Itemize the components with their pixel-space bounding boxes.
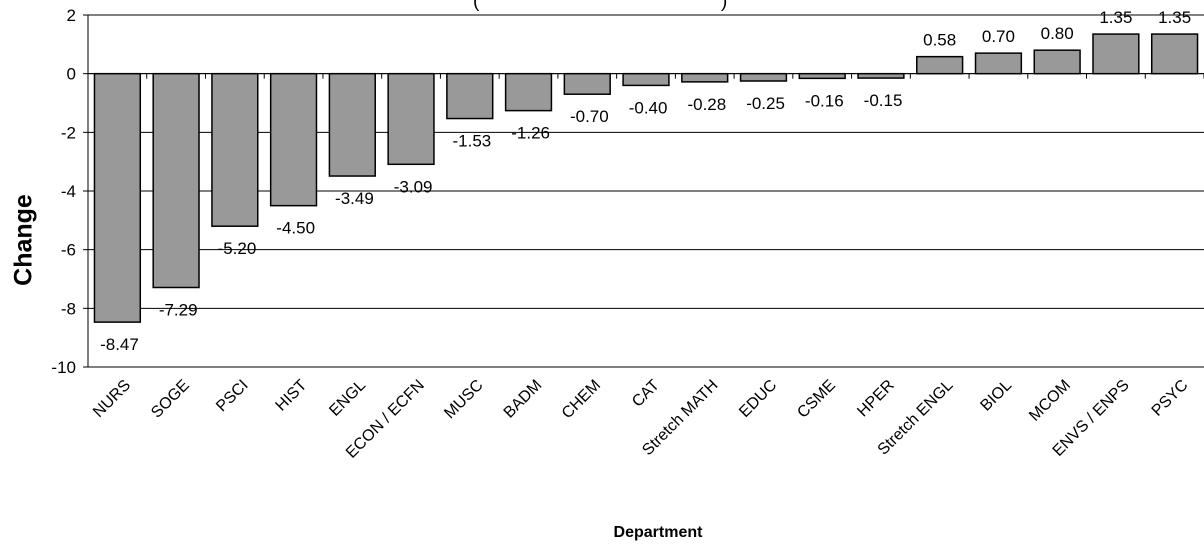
y-tick-label: 2	[67, 6, 76, 25]
y-tick-label: -6	[61, 241, 76, 260]
bar	[152, 72, 200, 289]
data-label: -1.26	[511, 124, 550, 143]
bar	[563, 72, 611, 95]
x-tick-label: MCOM	[1026, 377, 1074, 425]
bar	[622, 72, 670, 87]
x-tick-label: MUSC	[441, 377, 486, 422]
data-label: -0.28	[687, 95, 726, 114]
bar	[739, 72, 788, 82]
x-tick-label: NURS	[90, 377, 134, 421]
bar	[1033, 49, 1081, 75]
bar	[857, 72, 905, 79]
x-tick-label: CAT	[629, 377, 663, 411]
data-label: -7.29	[159, 301, 198, 320]
x-tick-label: PSCI	[213, 377, 251, 415]
data-label: 0.70	[982, 27, 1015, 46]
data-label: 0.58	[923, 31, 956, 50]
bar	[387, 72, 435, 166]
data-label: -0.15	[864, 91, 903, 110]
x-tick-label: CHEM	[559, 377, 604, 422]
x-axis-label: Department	[613, 524, 703, 541]
data-label: -0.16	[805, 91, 844, 110]
x-tick-label: HIST	[273, 377, 311, 415]
x-tick-label: HPER	[854, 377, 897, 420]
data-label: 1.35	[1158, 8, 1191, 27]
data-label: -8.47	[100, 335, 139, 354]
x-tick-label: BIOL	[977, 377, 1015, 415]
data-label: -3.49	[335, 189, 374, 208]
y-tick-label: -4	[61, 182, 76, 201]
data-label: -4.50	[276, 219, 315, 238]
x-tick-label: EDUC	[736, 377, 780, 421]
x-tick-label: CSME	[794, 377, 839, 422]
data-label: -1.53	[453, 132, 492, 151]
bar	[269, 72, 318, 207]
x-tick-label: ENGL	[326, 377, 369, 420]
bar	[504, 72, 553, 112]
data-label: 0.80	[1041, 24, 1074, 43]
bar	[211, 72, 259, 227]
bar	[328, 72, 376, 177]
chart-title-close: )	[721, 0, 728, 12]
bar	[681, 72, 729, 83]
x-tick-label: PSYC	[1149, 377, 1192, 420]
bar	[1150, 33, 1199, 75]
x-tick-label: BADM	[501, 377, 546, 422]
bar	[93, 72, 142, 323]
bar	[916, 55, 964, 75]
bar	[974, 52, 1023, 75]
y-tick-label: -10	[51, 358, 76, 377]
data-label: -0.40	[629, 98, 668, 117]
data-label: -0.25	[746, 94, 785, 113]
bar	[446, 72, 494, 120]
data-label: -3.09	[394, 177, 433, 196]
bar	[798, 72, 846, 80]
y-tick-label: -8	[61, 299, 76, 318]
bar	[1092, 33, 1140, 75]
x-tick-label: SOGE	[148, 377, 193, 422]
data-label: 1.35	[1099, 8, 1132, 27]
y-tick-label: 0	[67, 65, 76, 84]
data-label: -5.20	[218, 239, 257, 258]
chart-title-open: (	[473, 0, 480, 12]
y-tick-label: -2	[61, 123, 76, 142]
data-label: -0.70	[570, 107, 609, 126]
